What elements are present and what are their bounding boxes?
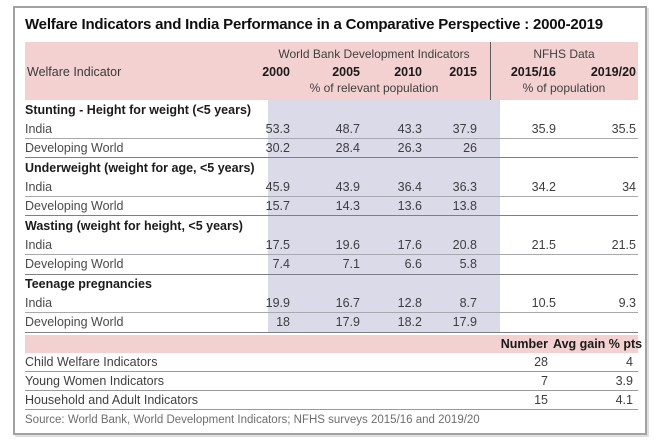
value-cell: 37.9	[452, 121, 477, 136]
summary-avg-gain: 4	[626, 354, 633, 369]
summary-label: Household and Adult Indicators	[25, 392, 199, 407]
summary-avg-gain: 3.9	[615, 373, 633, 388]
row-label: Developing World	[25, 257, 124, 272]
summary-label: Young Women Indicators	[25, 373, 164, 388]
number-column-header: Number	[500, 336, 548, 351]
table-row: India 45.9 43.9 36.4 36.3 34.2 34	[25, 178, 638, 197]
value-cell: 17.6	[397, 237, 422, 252]
value-cell: 26	[463, 140, 477, 155]
table-header: World Bank Development Indicators NFHS D…	[25, 42, 638, 100]
section-label: Stunting - Height for weight (<5 years)	[25, 102, 252, 117]
header-divider	[490, 42, 491, 100]
year-2015-header: 2015	[449, 64, 477, 79]
table-row: Developing World 7.4 7.1 6.6 5.8	[25, 255, 638, 275]
row-label: India	[25, 296, 53, 311]
table-body: Stunting - Height for weight (<5 years) …	[25, 100, 638, 333]
value-cell: 28.4	[335, 140, 360, 155]
value-cell: 43.9	[335, 179, 360, 194]
summary-row: Child Welfare Indicators 28 4	[25, 353, 638, 372]
table-row: India 53.3 48.7 43.3 37.9 35.9 35.5	[25, 119, 638, 139]
wb-columns-highlight	[268, 100, 500, 333]
nfhs-group-label: NFHS Data	[533, 47, 595, 61]
value-cell: 9.3	[618, 296, 636, 311]
value-cell: 8.7	[459, 296, 477, 311]
value-cell: 18.2	[397, 315, 422, 330]
value-cell: 30.2	[265, 140, 290, 155]
year-2005-header: 2005	[332, 64, 360, 79]
section-label: Teenage pregnancies	[25, 277, 152, 292]
value-cell: 17.9	[335, 315, 360, 330]
summary-row: Young Women Indicators 7 3.9	[25, 372, 638, 391]
value-cell: 53.3	[265, 121, 290, 136]
value-cell: 34	[622, 179, 636, 194]
value-cell: 21.5	[531, 237, 556, 252]
value-cell: 13.6	[397, 199, 422, 214]
year-2015-16-header: 2015/16	[510, 64, 556, 79]
wb-unit-label: % of relevant population	[309, 81, 439, 95]
value-cell: 45.9	[265, 179, 290, 194]
value-cell: 10.5	[531, 296, 556, 311]
value-cell: 7.1	[342, 257, 360, 272]
section-header-row: Underweight (weight for age, <5 years)	[25, 158, 638, 177]
value-cell: 17.9	[452, 315, 477, 330]
section-label: Wasting (weight for height, <5 years)	[25, 219, 243, 234]
row-label: India	[25, 121, 53, 136]
summary-row: Household and Adult Indicators 15 4.1	[25, 391, 638, 410]
row-label: Developing World	[25, 199, 124, 214]
value-cell: 18	[276, 315, 290, 330]
value-cell: 19.9	[265, 296, 290, 311]
value-cell: 12.8	[397, 296, 422, 311]
table-row: Developing World 18 17.9 18.2 17.9	[25, 313, 638, 333]
value-cell: 36.3	[452, 179, 477, 194]
summary-number: 7	[541, 373, 548, 388]
value-cell: 20.8	[452, 237, 477, 252]
value-cell: 48.7	[335, 121, 360, 136]
value-cell: 6.6	[404, 257, 422, 272]
value-cell: 43.3	[397, 121, 422, 136]
section-header-row: Teenage pregnancies	[25, 275, 638, 294]
year-2000-header: 2000	[262, 64, 290, 79]
section-header-row: Wasting (weight for height, <5 years)	[25, 216, 638, 235]
wb-group-label: World Bank Development Indicators	[278, 47, 470, 61]
table-row: India 17.5 19.6 17.6 20.8 21.5 21.5	[25, 236, 638, 256]
value-cell: 14.3	[335, 199, 360, 214]
summary-number: 28	[534, 354, 548, 369]
row-label: India	[25, 237, 53, 252]
value-cell: 36.4	[397, 179, 422, 194]
row-label: India	[25, 179, 53, 194]
section-header-row: Stunting - Height for weight (<5 years)	[25, 100, 638, 119]
table-row: Developing World 30.2 28.4 26.3 26	[25, 139, 638, 159]
summary-number: 15	[534, 392, 548, 407]
value-cell: 16.7	[335, 296, 360, 311]
table-frame: Welfare Indicators and India Performance…	[13, 6, 647, 435]
summary-avg-gain: 4.1	[615, 392, 633, 407]
value-cell: 17.5	[265, 237, 290, 252]
section-label: Underweight (weight for age, <5 years)	[25, 160, 255, 175]
value-cell: 19.6	[335, 237, 360, 252]
row-label: Developing World	[25, 315, 124, 330]
indicator-column-label: Welfare Indicator	[27, 64, 122, 79]
value-cell: 34.2	[531, 179, 556, 194]
page-title: Welfare Indicators and India Performance…	[25, 16, 603, 33]
nfhs-unit-label: % of population	[522, 81, 606, 95]
value-cell: 21.5	[611, 237, 636, 252]
value-cell: 13.8	[452, 199, 477, 214]
avg-gain-column-header: Avg gain % pts	[553, 336, 643, 351]
source-note: Source: World Bank, World Development In…	[25, 413, 480, 426]
table-row: India 19.9 16.7 12.8 8.7 10.5 9.3	[25, 294, 638, 314]
year-2010-header: 2010	[394, 64, 422, 79]
summary-label: Child Welfare Indicators	[25, 354, 158, 369]
value-cell: 35.5	[611, 121, 636, 136]
value-cell: 7.4	[272, 257, 290, 272]
year-header-row: Welfare Indicator 2000 2005 2010 2015 20…	[25, 63, 638, 80]
table-row: Developing World 15.7 14.3 13.6 13.8	[25, 197, 638, 217]
value-cell: 15.7	[265, 199, 290, 214]
summary-header: Number Avg gain % pts	[25, 334, 643, 353]
value-cell: 5.8	[459, 257, 477, 272]
row-label: Developing World	[25, 140, 124, 155]
value-cell: 35.9	[531, 121, 556, 136]
year-2019-20-header: 2019/20	[590, 64, 636, 79]
summary-body: Child Welfare Indicators 28 4 Young Wome…	[25, 353, 638, 410]
value-cell: 26.3	[397, 140, 422, 155]
